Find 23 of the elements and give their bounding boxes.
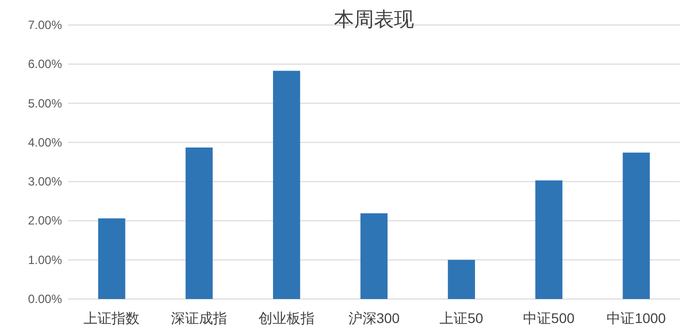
y-tick-label: 0.00% <box>28 292 62 306</box>
x-tick-label: 上证指数 <box>84 310 140 326</box>
x-tick-label: 沪深300 <box>348 310 400 326</box>
x-tick-label: 上证50 <box>440 310 484 326</box>
chart-title: 本周表现 <box>334 9 414 31</box>
bar <box>273 70 300 299</box>
bar <box>622 152 650 299</box>
y-tick-label: 3.00% <box>28 174 62 189</box>
x-tick-label: 中证1000 <box>606 310 666 326</box>
bar <box>98 218 126 299</box>
bar <box>535 180 562 299</box>
y-tick-label: 4.00% <box>28 135 62 150</box>
bar <box>448 260 475 299</box>
x-tick-label: 深证成指 <box>171 310 228 326</box>
bar <box>186 148 213 299</box>
y-tick-label: 2.00% <box>28 214 62 228</box>
bar <box>360 213 388 299</box>
y-tick-label: 7.00% <box>28 18 62 32</box>
y-tick-label: 5.00% <box>28 96 62 110</box>
y-tick-label: 6.00% <box>28 57 62 72</box>
x-tick-label: 创业板指 <box>258 310 315 326</box>
y-tick-label: 1.00% <box>28 252 62 267</box>
x-tick-label: 中证500 <box>523 310 575 326</box>
